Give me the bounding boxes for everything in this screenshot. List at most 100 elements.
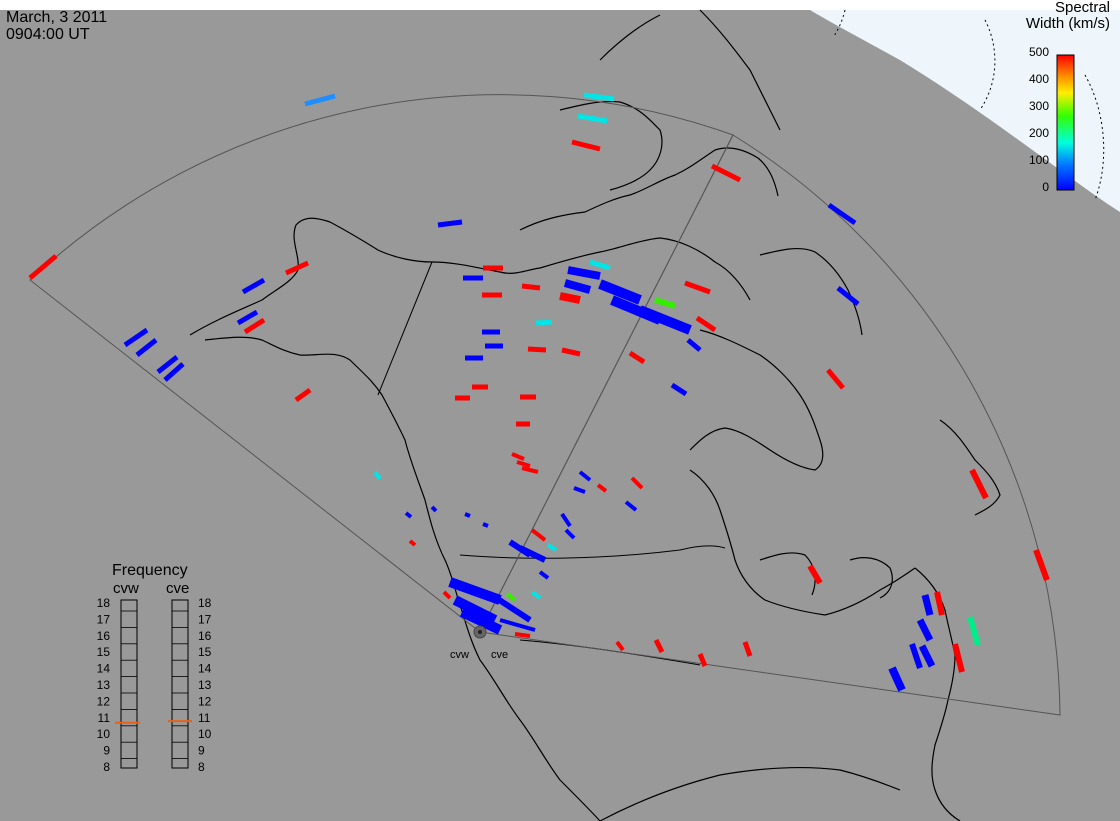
echo-segment [505, 592, 517, 602]
frequency-tick-label-west: 8 [103, 760, 110, 774]
echo-segment [577, 113, 608, 124]
time-label: 0904:00 UT [6, 26, 90, 43]
echo-segment [156, 355, 179, 374]
polar-cap-region [810, 10, 1120, 212]
echo-segment [521, 466, 539, 474]
colorbar-tick-label: 100 [1029, 153, 1049, 167]
frequency-tick-label-west: 11 [98, 711, 111, 725]
colorbar-tick-label: 500 [1029, 45, 1049, 59]
echo-segment [530, 528, 547, 542]
frequency-tick-label-east: 17 [198, 612, 212, 626]
echo-segment [589, 259, 611, 271]
frequency-tick-label-east: 14 [198, 662, 212, 676]
echo-segment [670, 382, 688, 397]
echo-segment [598, 279, 642, 305]
echo-segment [827, 202, 857, 226]
echo-segment [697, 653, 708, 667]
echo-segment [236, 309, 259, 326]
velocity-vectors [28, 92, 1050, 692]
echo-segment [499, 618, 536, 632]
echo-segment [123, 327, 149, 348]
echo-segment [624, 500, 638, 512]
echo-segment [559, 292, 581, 304]
echo-segment [563, 279, 592, 294]
echo-segment [284, 260, 310, 276]
echo-segment [482, 522, 489, 528]
colorbar-title: Spectral Width (km/s) [1026, 0, 1110, 32]
frequency-tick-label-east: 15 [198, 645, 212, 659]
echo-segment [459, 607, 503, 635]
frequency-tick-label-east: 12 [198, 694, 212, 708]
echo-segment [452, 595, 498, 625]
echo-segment [373, 470, 382, 481]
radar-label-east: cve [491, 649, 508, 661]
echo-segment [243, 317, 266, 335]
frequency-tick-label-west: 9 [103, 744, 110, 758]
frequency-tick-label-west: 18 [97, 596, 111, 610]
echo-segment [408, 539, 417, 547]
echo-segment [1033, 548, 1050, 582]
echo-segment [488, 591, 532, 623]
echo-segment [969, 468, 989, 500]
echo-segment [404, 511, 413, 519]
echo-segment [28, 254, 58, 280]
echo-segment [518, 545, 547, 563]
echo-segment [437, 219, 463, 228]
echo-segment [807, 564, 823, 585]
echo-segment [538, 570, 550, 580]
frequency-tick-label-east: 8 [198, 760, 205, 774]
colorbar [1056, 54, 1075, 191]
frequency-bar-east [171, 599, 189, 769]
echo-segment [695, 315, 717, 333]
frequency-east-label: cve [166, 580, 189, 597]
echo-segment [530, 590, 542, 600]
frequency-tick-label-west: 12 [97, 694, 111, 708]
echo-segment [294, 387, 312, 403]
echo-segment [573, 486, 586, 494]
frequency-tick-label-east: 13 [198, 678, 212, 692]
radar-site-dot [478, 630, 482, 634]
frequency-tick-label-east: 9 [198, 744, 205, 758]
echo-segment [511, 452, 525, 461]
echo-segment [514, 632, 531, 638]
radar-fov [29, 94, 1061, 716]
frequency-west-label: cvw [113, 580, 139, 597]
echo-segment [578, 470, 592, 482]
frequency-tick-label-west: 17 [97, 612, 111, 626]
echo-segment [560, 512, 572, 528]
frequency-tick-label-east: 18 [198, 596, 212, 610]
date-label: March, 3 2011 [6, 9, 108, 26]
colorbar-tick-label: 0 [1042, 180, 1049, 194]
echo-segment [684, 280, 711, 295]
echo-segment [921, 594, 934, 616]
echo-segment [442, 590, 452, 600]
echo-segment [916, 618, 934, 642]
frequency-title: Frequency [112, 562, 188, 579]
echo-segment [686, 338, 702, 352]
echo-segment [630, 476, 644, 490]
frequency-tick-label-west: 10 [97, 727, 111, 741]
echo-segment [826, 368, 845, 390]
radar-label-west: cvw [450, 649, 469, 661]
echo-segment [521, 283, 541, 291]
echo-segment [571, 139, 601, 152]
frequency-tick-label-west: 14 [97, 662, 111, 676]
frequency-tick-label-east: 16 [198, 629, 212, 643]
echo-segment [430, 505, 438, 513]
frequency-tick-label-west: 15 [97, 645, 111, 659]
echo-segment [934, 591, 945, 616]
echo-segment [888, 666, 906, 692]
echo-segment [583, 92, 615, 102]
frequency-bar-west [120, 599, 138, 769]
colorbar-title-line1: Spectral [1054, 0, 1110, 16]
frequency-tick-label-west: 13 [97, 678, 111, 692]
frequency-tick-label-east: 10 [198, 727, 212, 741]
echo-segment [952, 643, 965, 673]
frequency-tick-label-east: 11 [198, 711, 211, 725]
colorbar-tick-label: 400 [1029, 72, 1049, 86]
echo-segment [653, 638, 665, 654]
echo-segment [654, 297, 676, 309]
latitude-circle-dotted [833, 9, 846, 37]
